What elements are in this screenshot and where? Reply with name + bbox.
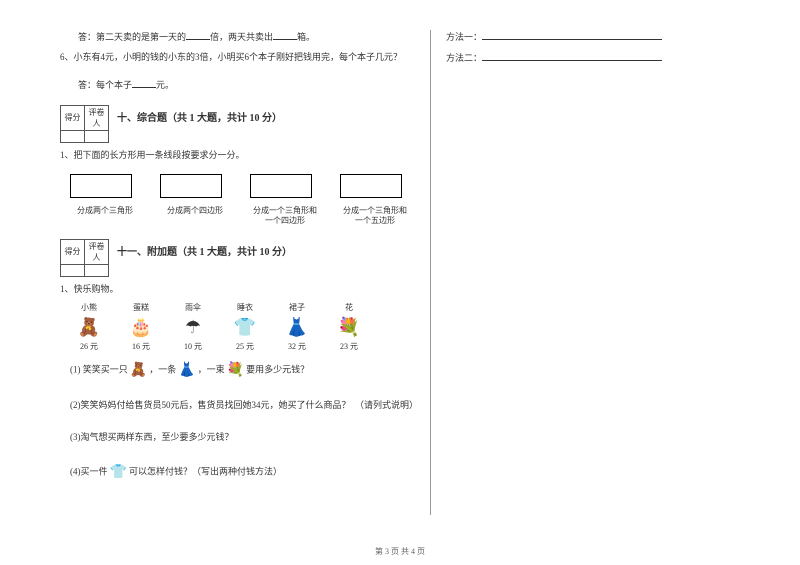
right-column: 方法一： 方法二： [430,30,740,515]
section-11-title: 十一、附加题（共 1 大题，共计 10 分） [117,239,292,258]
grader-label: 评卷人 [85,239,109,264]
sub-question-4: (4)买一件👕可以怎样付钱？（写出两种付钱方法） [70,462,415,483]
text: 可以怎样付钱？（写出两种付钱方法） [129,467,282,477]
sub-question-2: (2)笑笑妈妈付给售货员50元后，售货员找回她34元，她买了什么商品？ （请列式… [70,399,415,413]
score-box-11: 得分评卷人 十一、附加题（共 1 大题，共计 10 分） [60,239,415,277]
section-10-q1: 1、把下面的长方形用一条线段按要求分一分。 [60,149,415,163]
text: (1) 笑笑买一只 [70,365,128,375]
shop-item-umbrella: 雨伞 ☂ 10 元 [176,302,210,352]
cake-icon: 🎂 [129,315,153,339]
text: 答：第二天卖的是第一天的 [78,32,186,42]
shop-price: 32 元 [280,341,314,352]
shop-price: 25 元 [228,341,262,352]
shop-name: 花 [332,302,366,313]
rectangle-row: 分成两个三角形 分成两个四边形 分成一个三角形和一个四边形 分成一个三角形和一个… [70,174,415,227]
score-table: 得分评卷人 [60,239,109,277]
method-2-line: 方法二： [446,51,740,66]
score-label: 得分 [61,239,85,264]
text: 元。 [156,80,174,90]
question-6: 6、小东有4元，小明的钱的小东的3倍，小明买6个本子刚好把钱用完，每个本子几元？ [60,51,415,65]
answer-line-day2: 答：第二天卖的是第一天的 倍，两天共卖出 箱。 [60,30,415,45]
rect-item-4: 分成一个三角形和一个五边形 [340,174,410,227]
score-box-10: 得分评卷人 十、综合题（共 1 大题，共计 10 分） [60,105,415,143]
shop-price: 26 元 [72,341,106,352]
rectangle-shape[interactable] [70,174,132,198]
shop-item-skirt: 裙子 👗 32 元 [280,302,314,352]
blank-fill[interactable] [482,51,662,61]
text: ，一束 [198,365,225,375]
shop-name: 裙子 [280,302,314,313]
section-10-title: 十、综合题（共 1 大题，共计 10 分） [117,105,282,124]
pajama-icon: 👕 [233,315,257,339]
shop-row: 小熊 🧸 26 元 蛋糕 🎂 16 元 雨伞 ☂ 10 元 睡衣 👕 25 元 … [72,302,415,352]
method-1-line: 方法一： [446,30,740,45]
rect-label: 分成两个三角形 [70,206,140,216]
answer-6: 答：每个本子 元。 [60,78,415,93]
shop-price: 10 元 [176,341,210,352]
text: (4)买一件 [70,467,108,477]
text: 箱。 [297,32,315,42]
grader-label: 评卷人 [85,105,109,130]
rect-item-1: 分成两个三角形 [70,174,140,227]
shop-name: 睡衣 [228,302,262,313]
text: 要用多少元钱？ [246,365,309,375]
sub-question-1: (1) 笑笑买一只🧸，一条👗，一束💐要用多少元钱？ [70,360,415,381]
shop-price: 23 元 [332,341,366,352]
left-column: 答：第二天卖的是第一天的 倍，两天共卖出 箱。 6、小东有4元，小明的钱的小东的3倍… [60,30,430,515]
text: ，一条 [149,365,176,375]
rect-label: 分成一个三角形和一个五边形 [340,206,410,227]
shop-item-bear: 小熊 🧸 26 元 [72,302,106,352]
rectangle-shape[interactable] [250,174,312,198]
text: 倍，两天共卖出 [210,32,273,42]
skirt-icon: 👗 [178,360,195,381]
shop-name: 雨伞 [176,302,210,313]
blank-fill[interactable] [186,30,210,40]
rect-label: 分成一个三角形和一个四边形 [250,206,320,227]
flower-icon: 💐 [337,315,361,339]
shop-name: 小熊 [72,302,106,313]
rect-item-3: 分成一个三角形和一个四边形 [250,174,320,227]
text: 答：每个本子 [78,80,132,90]
rectangle-shape[interactable] [160,174,222,198]
shop-item-flower: 花 💐 23 元 [332,302,366,352]
rect-item-2: 分成两个四边形 [160,174,230,227]
shop-item-cake: 蛋糕 🎂 16 元 [124,302,158,352]
blank-fill[interactable] [132,78,156,88]
shop-item-pajama: 睡衣 👕 25 元 [228,302,262,352]
method-1-label: 方法一： [446,32,482,42]
blank-fill[interactable] [482,30,662,40]
shop-price: 16 元 [124,341,158,352]
grader-cell[interactable] [85,130,109,142]
umbrella-icon: ☂ [181,315,205,339]
page-footer: 第 3 页 共 4 页 [0,546,800,557]
pajama-icon: 👕 [110,462,127,483]
shop-name: 蛋糕 [124,302,158,313]
rectangle-shape[interactable] [340,174,402,198]
sub-question-3: (3)淘气想买两样东西，至少要多少元钱？ [70,431,415,445]
score-cell[interactable] [61,130,85,142]
flower-icon: 💐 [227,360,244,381]
rect-label: 分成两个四边形 [160,206,230,216]
score-cell[interactable] [61,264,85,276]
bear-icon: 🧸 [77,315,101,339]
grader-cell[interactable] [85,264,109,276]
bear-icon: 🧸 [130,360,147,381]
skirt-icon: 👗 [285,315,309,339]
page-container: 答：第二天卖的是第一天的 倍，两天共卖出 箱。 6、小东有4元，小明的钱的小东的3倍… [0,0,800,535]
score-table: 得分评卷人 [60,105,109,143]
blank-fill[interactable] [273,30,297,40]
method-2-label: 方法二： [446,53,482,63]
section-11-q1: 1、快乐购物。 [60,283,415,297]
score-label: 得分 [61,105,85,130]
